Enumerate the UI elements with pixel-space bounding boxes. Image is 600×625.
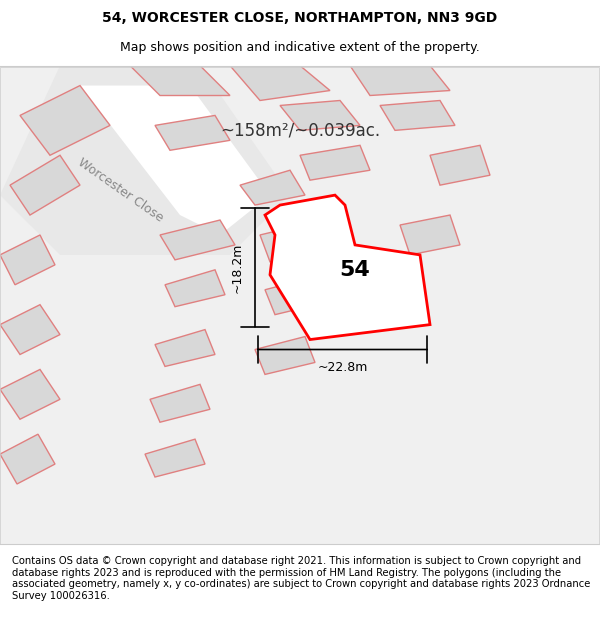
Polygon shape: [430, 145, 490, 185]
Polygon shape: [255, 336, 315, 374]
Polygon shape: [260, 223, 320, 262]
Text: 54, WORCESTER CLOSE, NORTHAMPTON, NN3 9GD: 54, WORCESTER CLOSE, NORTHAMPTON, NN3 9G…: [103, 11, 497, 26]
Polygon shape: [10, 155, 80, 215]
Polygon shape: [400, 215, 460, 255]
Text: ~158m²/~0.039ac.: ~158m²/~0.039ac.: [220, 121, 380, 139]
Polygon shape: [20, 86, 110, 155]
Polygon shape: [155, 116, 230, 150]
Text: Contains OS data © Crown copyright and database right 2021. This information is : Contains OS data © Crown copyright and d…: [12, 556, 590, 601]
Polygon shape: [155, 329, 215, 366]
Polygon shape: [0, 66, 290, 255]
Polygon shape: [265, 195, 430, 339]
Polygon shape: [265, 277, 325, 314]
Polygon shape: [350, 66, 450, 96]
Text: Map shows position and indicative extent of the property.: Map shows position and indicative extent…: [120, 41, 480, 54]
Text: ~18.2m: ~18.2m: [230, 242, 244, 292]
Polygon shape: [0, 304, 60, 354]
Text: 54: 54: [340, 260, 370, 280]
Text: ~22.8m: ~22.8m: [317, 361, 368, 374]
Polygon shape: [230, 66, 330, 101]
Polygon shape: [0, 434, 55, 484]
Polygon shape: [130, 66, 230, 96]
Polygon shape: [150, 384, 210, 423]
Text: Worcester Close: Worcester Close: [75, 156, 165, 224]
Polygon shape: [160, 220, 235, 260]
Polygon shape: [0, 369, 60, 419]
Polygon shape: [300, 145, 370, 180]
Polygon shape: [240, 170, 305, 205]
Polygon shape: [280, 101, 360, 131]
Polygon shape: [470, 66, 600, 544]
Polygon shape: [60, 86, 270, 235]
Polygon shape: [145, 439, 205, 477]
Polygon shape: [165, 270, 225, 307]
Polygon shape: [0, 235, 55, 285]
Polygon shape: [380, 101, 455, 131]
